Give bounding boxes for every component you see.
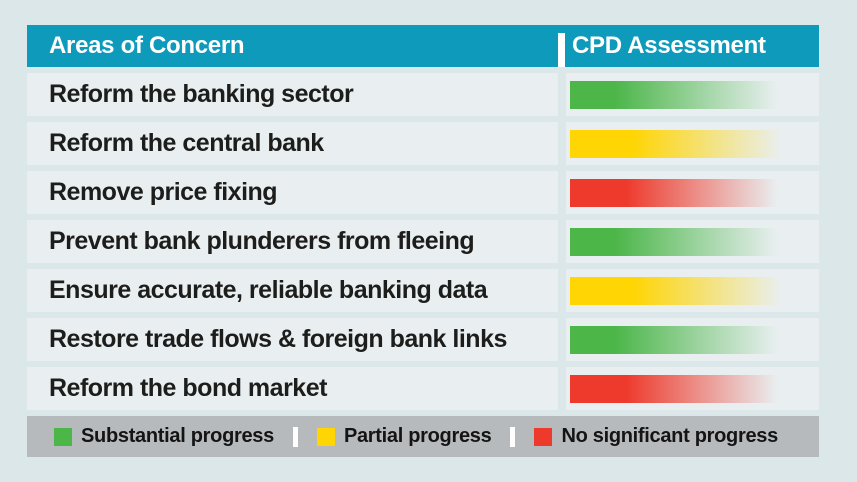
area-label: Ensure accurate, reliable banking data [27, 269, 558, 312]
area-label: Restore trade flows & foreign bank links [27, 318, 558, 361]
area-label: Reform the banking sector [27, 73, 558, 116]
legend-bar: Substantial progress Partial progress No… [27, 416, 819, 457]
legend-divider [510, 426, 516, 447]
area-label: Reform the bond market [27, 367, 558, 410]
assessment-cell [566, 171, 819, 214]
progress-bar [570, 178, 794, 207]
assessment-cell [566, 269, 819, 312]
green-swatch-icon [54, 427, 72, 446]
legend-item-partial: Partial progress [316, 425, 492, 448]
assessment-cell [566, 318, 819, 361]
red-swatch-icon [534, 427, 553, 446]
legend-label: No significant progress [561, 425, 778, 447]
assessment-cell [566, 122, 819, 165]
assessment-table: Areas of Concern CPD Assessment Reform t… [27, 25, 819, 457]
table-header: Areas of Concern CPD Assessment [27, 25, 819, 67]
legend-label: Partial progress [343, 425, 492, 447]
area-label: Remove price fixing [27, 171, 558, 214]
table-row: Remove price fixing [27, 171, 819, 214]
progress-bar [570, 374, 794, 403]
header-divider-tick [558, 33, 565, 67]
table-row: Reform the central bank [27, 122, 819, 165]
table-row: Prevent bank plunderers from fleeing [27, 220, 819, 263]
progress-bar [570, 129, 794, 158]
assessment-cell [566, 367, 819, 410]
table-row: Restore trade flows & foreign bank links [27, 318, 819, 361]
progress-bar [570, 325, 794, 354]
table-row: Reform the bond market [27, 367, 819, 410]
yellow-swatch-icon [316, 427, 335, 446]
legend-label: Substantial progress [81, 425, 274, 447]
progress-bar [570, 276, 794, 305]
progress-bar [570, 227, 794, 256]
header-areas-of-concern: Areas of Concern [49, 32, 245, 59]
progress-bar [570, 80, 794, 109]
legend-divider [292, 426, 298, 447]
legend-item-substantial: Substantial progress [54, 425, 274, 448]
area-label: Prevent bank plunderers from fleeing [27, 220, 558, 263]
assessment-cell [566, 220, 819, 263]
table-row: Ensure accurate, reliable banking data [27, 269, 819, 312]
legend-item-none: No significant progress [534, 425, 778, 448]
header-cpd-assessment: CPD Assessment [572, 32, 766, 59]
assessment-cell [566, 73, 819, 116]
table-row: Reform the banking sector [27, 73, 819, 116]
area-label: Reform the central bank [27, 122, 558, 165]
